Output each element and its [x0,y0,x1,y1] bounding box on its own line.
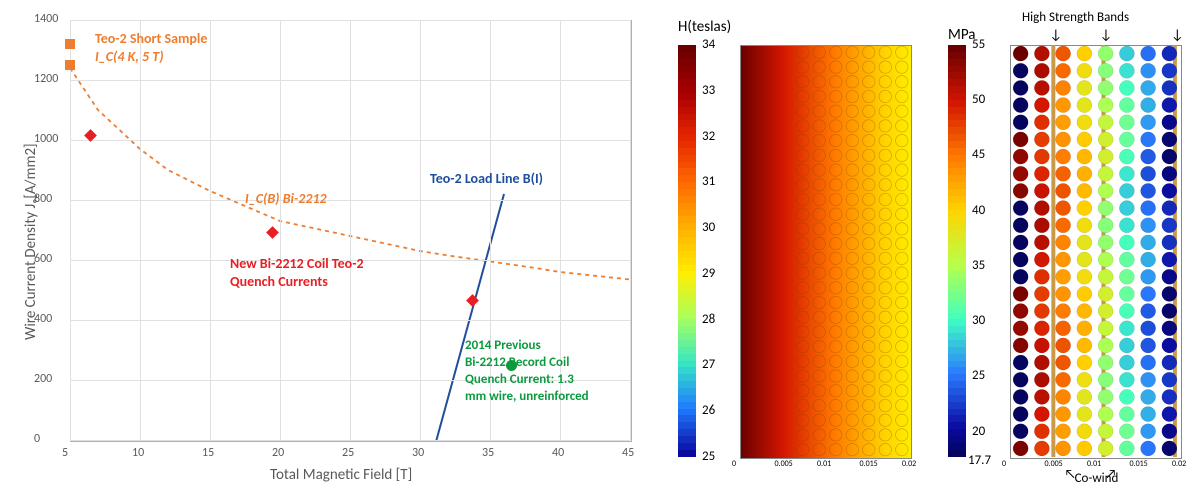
cowind-label: Co-wind [1075,471,1119,486]
y-tick: 0 [34,432,40,446]
annot-loadline: Teo-2 Load Line B(I) [430,170,543,187]
stress-xlabel: 0.02 [1172,459,1186,469]
stress-tick: 55 [972,37,985,52]
x-tick: 30 [412,446,424,460]
field-tick: 34 [702,37,715,52]
field-tick: 32 [702,129,715,144]
y-tick: 600 [34,252,52,266]
y-tick: 400 [34,312,52,326]
annot-prev3: Quench Current: 1.3 [465,372,574,387]
annot-icb: I_C(B) Bi-2212 [245,190,327,207]
annot-newcoil1: New Bi-2212 Coil Teo-2 [230,255,364,272]
y-tick: 1200 [34,72,58,86]
field-map-title: H(teslas) [678,18,731,36]
stress-colorbar [948,45,966,457]
y-tick: 200 [34,372,52,386]
annot-prev4: mm wire, unreinforced [465,389,589,404]
annot-prev1: 2014 Previous [465,338,541,353]
annot-teo2short2: I_C(4 K, 5 T) [95,48,164,65]
stress-map-panel: MPa High Strength Bands 5550454035302520… [930,0,1200,500]
field-tick: 30 [702,220,715,235]
y-tick: 800 [34,192,52,206]
field-wires [740,45,910,457]
stress-xlabel: 0.005 [1045,459,1063,469]
band-arrow-icon: ↓ [1049,26,1062,43]
y-axis-title: Wire Current Density Jₑ[A/mm2] [22,143,40,340]
page: Total Magnetic Field [T] Wire Current De… [0,0,1200,500]
stress-bands-title: High Strength Bands [1022,10,1129,25]
field-tick: 27 [702,357,715,372]
field-tick: 29 [702,266,715,281]
stress-tick: 35 [972,258,985,273]
stress-xlabel: 0.01 [1087,459,1101,469]
annot-prev2: Bi-2212 Record Coil [465,355,569,370]
chart-svg [0,0,660,500]
field-tick: 25 [702,449,715,464]
square-marker [65,39,75,49]
stress-xlabel: 0 [1002,459,1006,469]
stress-tick: 45 [972,147,985,162]
stress-xlabel: 0.015 [1130,459,1148,469]
y-tick: 1400 [34,12,58,26]
stress-tick: 25 [972,368,985,383]
stress-tick: 50 [972,92,985,107]
field-tick: 33 [702,83,715,98]
band-arrow-icon: ↓ [1100,26,1113,43]
stress-bottom-tick: 17.7 [968,453,991,468]
band-arrow-icon: ↓ [1171,26,1184,43]
field-xlabel: 0.015 [860,459,878,469]
field-colorbar [678,45,696,457]
field-tick: 28 [702,312,715,327]
x-tick: 15 [202,446,214,460]
y-tick: 1000 [34,132,58,146]
x-tick: 35 [482,446,494,460]
annot-teo2short1: Teo-2 Short Sample [95,30,207,47]
field-tick: 31 [702,174,715,189]
field-tick: 26 [702,403,715,418]
field-xlabel: 0 [732,459,736,469]
load-line [434,194,504,449]
field-xlabel: 0.02 [902,459,916,469]
field-xlabel: 0.005 [775,459,793,469]
right-panels: H(teslas) 34 33 32 31 30 29 28 27 26 25 0 0.005 0.01… [660,0,1200,500]
stress-wires [1010,45,1180,457]
stress-tick: 30 [972,313,985,328]
field-xlabel: 0.01 [817,459,831,469]
stress-tick: 20 [972,424,985,439]
x-axis-title: Total Magnetic Field [T] [270,466,412,484]
x-tick: 20 [272,446,284,460]
annot-newcoil2: Quench Currents [230,273,328,290]
square-marker [65,60,75,70]
field-map-panel: H(teslas) 34 33 32 31 30 29 28 27 26 25 0 0.005 0.01… [660,0,930,500]
x-tick: 45 [622,446,634,460]
x-tick: 5 [62,446,68,460]
x-tick: 25 [342,446,354,460]
stress-tick: 40 [972,203,985,218]
left-chart: Total Magnetic Field [T] Wire Current De… [0,0,660,500]
x-tick: 40 [552,446,564,460]
x-tick: 10 [132,446,144,460]
